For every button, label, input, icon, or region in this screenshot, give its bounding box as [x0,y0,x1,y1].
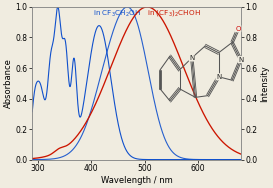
Text: O: O [236,26,241,32]
Text: N: N [216,74,221,80]
Y-axis label: Intensity: Intensity [260,65,269,102]
X-axis label: Wavelength / nm: Wavelength / nm [101,176,172,185]
Text: in CF$_3$CH$_2$OH: in CF$_3$CH$_2$OH [93,8,141,19]
Text: in (CF$_3$)$_2$CHOH: in (CF$_3$)$_2$CHOH [147,8,201,18]
Text: N: N [189,55,194,61]
Text: N: N [238,57,243,63]
Y-axis label: Absorbance: Absorbance [4,58,13,108]
